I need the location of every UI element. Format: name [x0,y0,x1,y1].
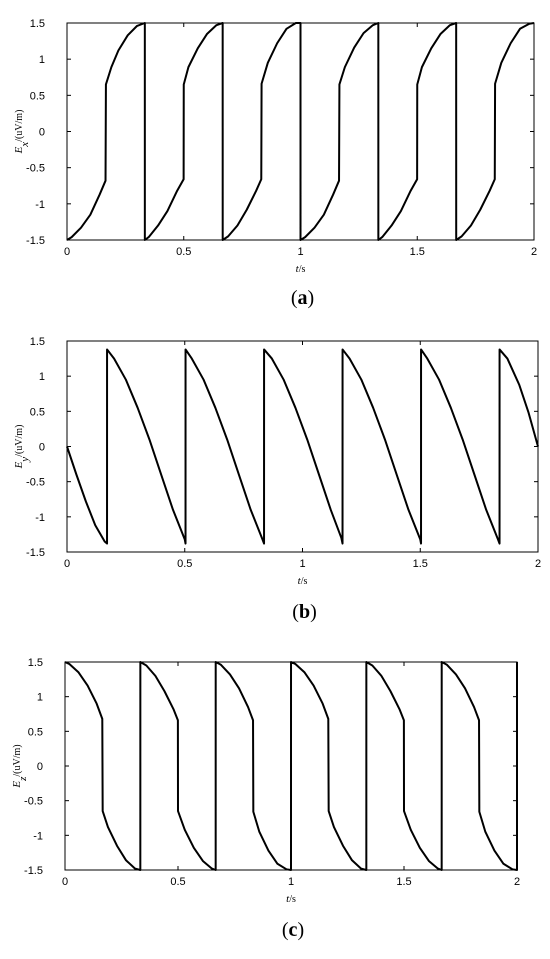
y-tick-label: -1.5 [24,865,43,877]
y-tick-label: 0.5 [28,726,43,738]
y-tick-label: -1 [35,199,45,211]
x-tick-label: 0.5 [170,876,185,888]
y-axis-label: Ex/(uV/m) [13,110,31,155]
y-axis-label: Ey/(uV/m) [13,425,31,470]
panel-a: 0 0.5 1 1.5 2 -1.5 -1 -0.5 0 0.5 1 1.5 t/s Ex/(uV/m) (… [0,0,550,318]
y-tick-label: 1.5 [30,18,45,30]
y-tick-label: -1 [35,512,45,524]
series-line-a [66,22,535,241]
x-tick-label: 2 [535,558,541,570]
panel-caption: (a) [291,287,314,309]
x-tick-label: 0 [62,876,68,888]
x-tick-label: 1.5 [410,246,425,258]
y-tick-label: 0 [39,442,45,454]
x-tick-label: 1 [299,558,305,570]
y-tick-label: -1.5 [26,547,45,559]
panel-c: 0 0.5 1 1.5 2 -1.5 -1 -0.5 0 0.5 1 1.5 t/s Ez/(uV/m) (… [0,638,550,959]
x-tick-label: 0.5 [176,246,191,258]
y-tick-label: 1 [39,54,45,66]
y-tick-label: -1 [33,830,43,842]
x-tick-label: 2 [531,246,537,258]
panel-caption: (b) [292,601,316,623]
chart-b-svg: 0 0.5 1 1.5 2 -1.5 -1 -0.5 0 0.5 1 1.5 t/s Ey/(uV/m) (… [13,336,541,623]
y-tick-label: 0.5 [30,406,45,418]
x-tick-label: 1 [297,246,303,258]
series-line-c [64,661,518,871]
y-tick-label: 1.5 [28,657,43,669]
x-tick-label: 0 [64,246,70,258]
x-tick-label: 0.5 [177,558,192,570]
x-tick-label: 1.5 [413,558,428,570]
y-tick-label: 1 [37,692,43,704]
panel-b: 0 0.5 1 1.5 2 -1.5 -1 -0.5 0 0.5 1 1.5 t/s Ey/(uV/m) (… [0,318,550,638]
x-tick-label: 1 [288,876,294,888]
chart-a-svg: 0 0.5 1 1.5 2 -1.5 -1 -0.5 0 0.5 1 1.5 t/s Ex/(uV/m) (… [13,18,537,309]
x-tick-label: 2 [514,876,520,888]
y-tick-label: -1.5 [26,235,45,247]
y-tick-label: 0.5 [30,90,45,102]
x-axis-label: t/s [298,575,308,587]
y-tick-label: -0.5 [26,477,45,489]
series-line-b [66,348,539,545]
panel-caption: (c) [282,919,304,941]
y-tick-label: -0.5 [24,796,43,808]
y-tick-label: 1.5 [30,336,45,348]
chart-c-svg: 0 0.5 1 1.5 2 -1.5 -1 -0.5 0 0.5 1 1.5 t/s Ez/(uV/m) (… [11,657,520,941]
x-axis-label: t/s [286,893,296,905]
y-axis-label: Ez/(uV/m) [11,744,29,788]
y-tick-label: 0 [37,761,43,773]
x-tick-label: 1.5 [396,876,411,888]
x-axis-label: t/s [296,263,306,275]
y-tick-label: -0.5 [26,163,45,175]
x-tick-label: 0 [64,558,70,570]
y-tick-label: 1 [39,371,45,383]
plot-frame-b [66,340,539,553]
y-tick-label: 0 [39,127,45,139]
